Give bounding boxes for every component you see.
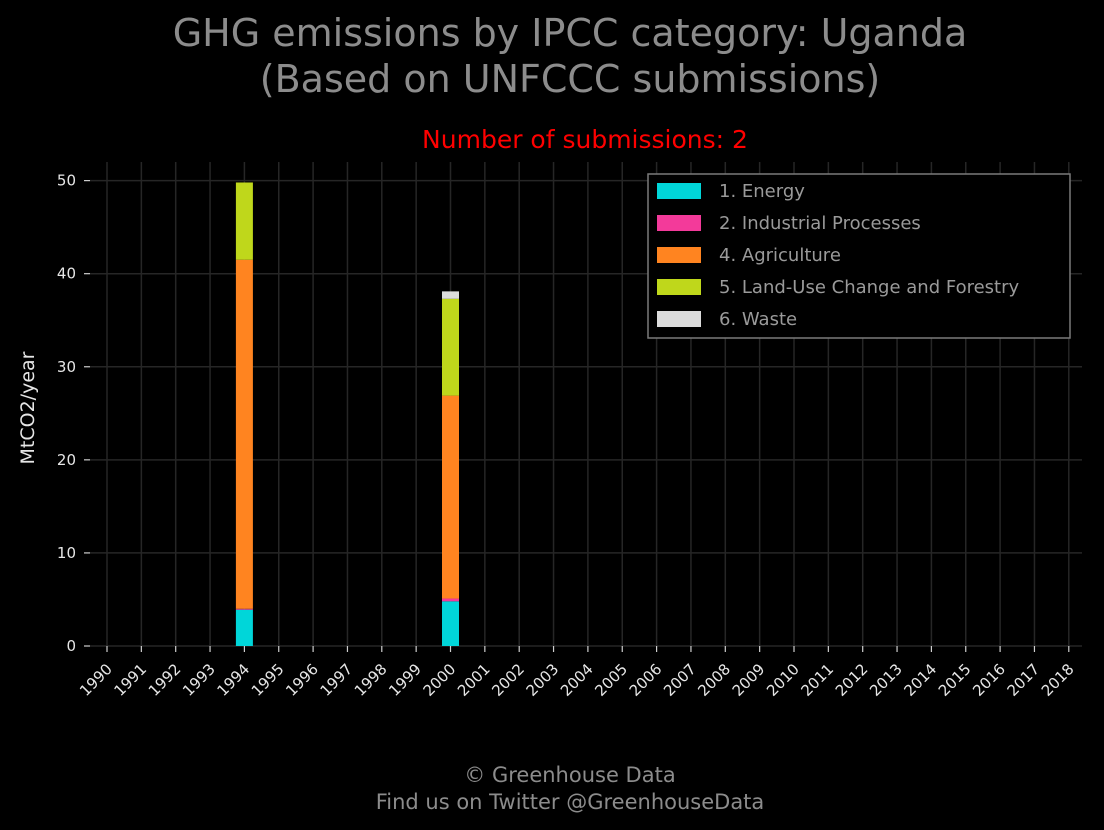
legend-label: 1. Energy	[719, 181, 805, 202]
y-axis-label: MtCO2/year	[17, 351, 39, 464]
y-tick-label: 30	[57, 358, 76, 376]
x-tick-label: 1998	[351, 660, 391, 700]
legend-label: 2. Industrial Processes	[719, 213, 921, 234]
x-tick-label: 2011	[797, 660, 837, 700]
x-tick-label: 1994	[213, 660, 253, 700]
x-tick-label: 2017	[1004, 660, 1044, 700]
bar-segment	[235, 609, 253, 646]
x-tick-labels: 1990199119921993199419951996199719981999…	[76, 660, 1078, 700]
y-tick-label: 0	[66, 637, 76, 655]
bar-segment	[442, 291, 459, 299]
y-tick-label: 10	[57, 544, 76, 562]
x-tick-label: 1996	[282, 660, 322, 700]
x-tick-label: 1991	[110, 660, 150, 700]
axes	[84, 180, 1070, 652]
chart-subtitle: Number of submissions: 2	[422, 125, 748, 154]
x-tick-label: 2007	[660, 660, 700, 700]
legend-swatch	[657, 183, 701, 199]
footer-twitter: Find us on Twitter @GreenhouseData	[376, 790, 765, 814]
x-tick-label: 1995	[248, 660, 288, 700]
legend: 1. Energy 2. Industrial Processes 4. Agric…	[647, 173, 1071, 339]
x-tick-label: 2003	[523, 660, 563, 700]
legend-label: 6. Waste	[719, 309, 797, 330]
x-tick-label: 2013	[866, 660, 906, 700]
x-tick-label: 2002	[488, 660, 528, 700]
x-tick-label: 2012	[832, 660, 872, 700]
x-tick-label: 2008	[694, 660, 734, 700]
legend-swatch	[657, 279, 701, 295]
x-tick-label: 2018	[1038, 660, 1078, 700]
legend-box	[647, 173, 1071, 339]
y-tick-label: 20	[57, 451, 76, 469]
x-tick-label: 1990	[76, 660, 116, 700]
bar-segment	[442, 298, 459, 396]
x-tick-label: 2001	[454, 660, 494, 700]
legend-swatch	[657, 311, 701, 327]
legend-label: 5. Land-Use Change and Forestry	[719, 277, 1019, 298]
x-tick-label: 2009	[729, 660, 769, 700]
x-tick-label: 2014	[900, 660, 940, 700]
bar-segment	[442, 395, 459, 599]
bar-segment	[235, 259, 253, 609]
bars	[235, 182, 459, 646]
y-tick-label: 50	[57, 172, 76, 190]
bar-segment	[442, 598, 459, 602]
grid	[90, 162, 1082, 647]
bar-segment	[235, 608, 253, 610]
x-tick-label: 1997	[317, 660, 357, 700]
x-tick-label: 2010	[763, 660, 803, 700]
x-tick-label: 2005	[591, 660, 631, 700]
bar-segment	[442, 601, 459, 646]
y-tick-labels: 0 10 20 30 40 50	[57, 172, 76, 655]
legend-swatch	[657, 247, 701, 263]
x-tick-label: 2000	[420, 660, 460, 700]
bar-segment	[235, 182, 253, 260]
chart-title: GHG emissions by IPCC category: Uganda	[173, 11, 968, 55]
x-tick-label: 1993	[179, 660, 219, 700]
x-tick-label: 2015	[935, 660, 975, 700]
x-tick-label: 1992	[145, 660, 185, 700]
x-tick-label: 2004	[557, 660, 597, 700]
x-tick-label: 1999	[385, 660, 425, 700]
x-tick-label: 2006	[626, 660, 666, 700]
y-tick-label: 40	[57, 265, 76, 283]
legend-label: 4. Agriculture	[719, 245, 841, 266]
x-tick-label: 2016	[969, 660, 1009, 700]
footer-copyright: © Greenhouse Data	[464, 763, 675, 787]
legend-swatch	[657, 215, 701, 231]
chart-title-line2: (Based on UNFCCC submissions)	[260, 57, 880, 101]
